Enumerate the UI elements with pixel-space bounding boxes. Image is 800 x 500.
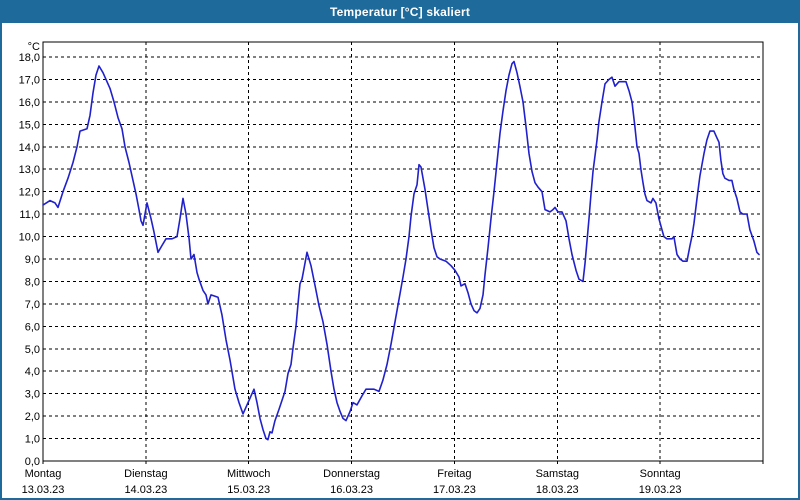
y-tick-label: 6,0: [25, 321, 40, 333]
y-tick-label: 1,0: [25, 434, 40, 446]
x-date-label: 16.03.23: [330, 484, 373, 496]
x-date-label: 18.03.23: [536, 484, 579, 496]
y-tick-label: 4,0: [25, 366, 40, 378]
y-tick-label: 10,0: [19, 232, 40, 244]
y-tick-label: 12,0: [19, 187, 40, 199]
y-tick-label: 15,0: [19, 119, 40, 131]
y-tick-label: 18,0: [19, 52, 40, 64]
y-tick-label: 9,0: [25, 254, 40, 266]
y-tick-label: 14,0: [19, 142, 40, 154]
x-day-label: Dienstag: [124, 468, 167, 480]
x-date-label: 19.03.23: [639, 484, 682, 496]
x-day-label: Sonntag: [640, 468, 681, 480]
x-day-label: Samstag: [536, 468, 579, 480]
y-axis-unit-label: °C: [28, 41, 40, 53]
y-tick-label: 7,0: [25, 299, 40, 311]
x-date-label: 17.03.23: [433, 484, 476, 496]
y-tick-label: 13,0: [19, 164, 40, 176]
y-tick-label: 3,0: [25, 389, 40, 401]
x-day-label: Freitag: [437, 468, 471, 480]
window-title: Temperatur [°C] skaliert: [329, 5, 471, 19]
y-tick-label: 8,0: [25, 276, 40, 288]
y-tick-label: 16,0: [19, 97, 40, 109]
x-day-label: Donnerstag: [323, 468, 380, 480]
x-day-label: Mittwoch: [227, 468, 270, 480]
x-date-label: 15.03.23: [227, 484, 270, 496]
x-date-label: 13.03.23: [22, 484, 65, 496]
x-date-label: 14.03.23: [124, 484, 167, 496]
y-tick-label: 11,0: [19, 209, 40, 221]
y-tick-label: 5,0: [25, 344, 40, 356]
window-title-bar: Temperatur [°C] skaliert: [2, 2, 798, 23]
y-tick-label: 0,0: [25, 456, 40, 468]
temperature-series-line: [42, 60, 760, 441]
x-day-label: Montag: [25, 468, 62, 480]
plot-area: [42, 41, 764, 462]
y-tick-label: 2,0: [25, 411, 40, 423]
y-tick-label: 17,0: [19, 74, 40, 86]
